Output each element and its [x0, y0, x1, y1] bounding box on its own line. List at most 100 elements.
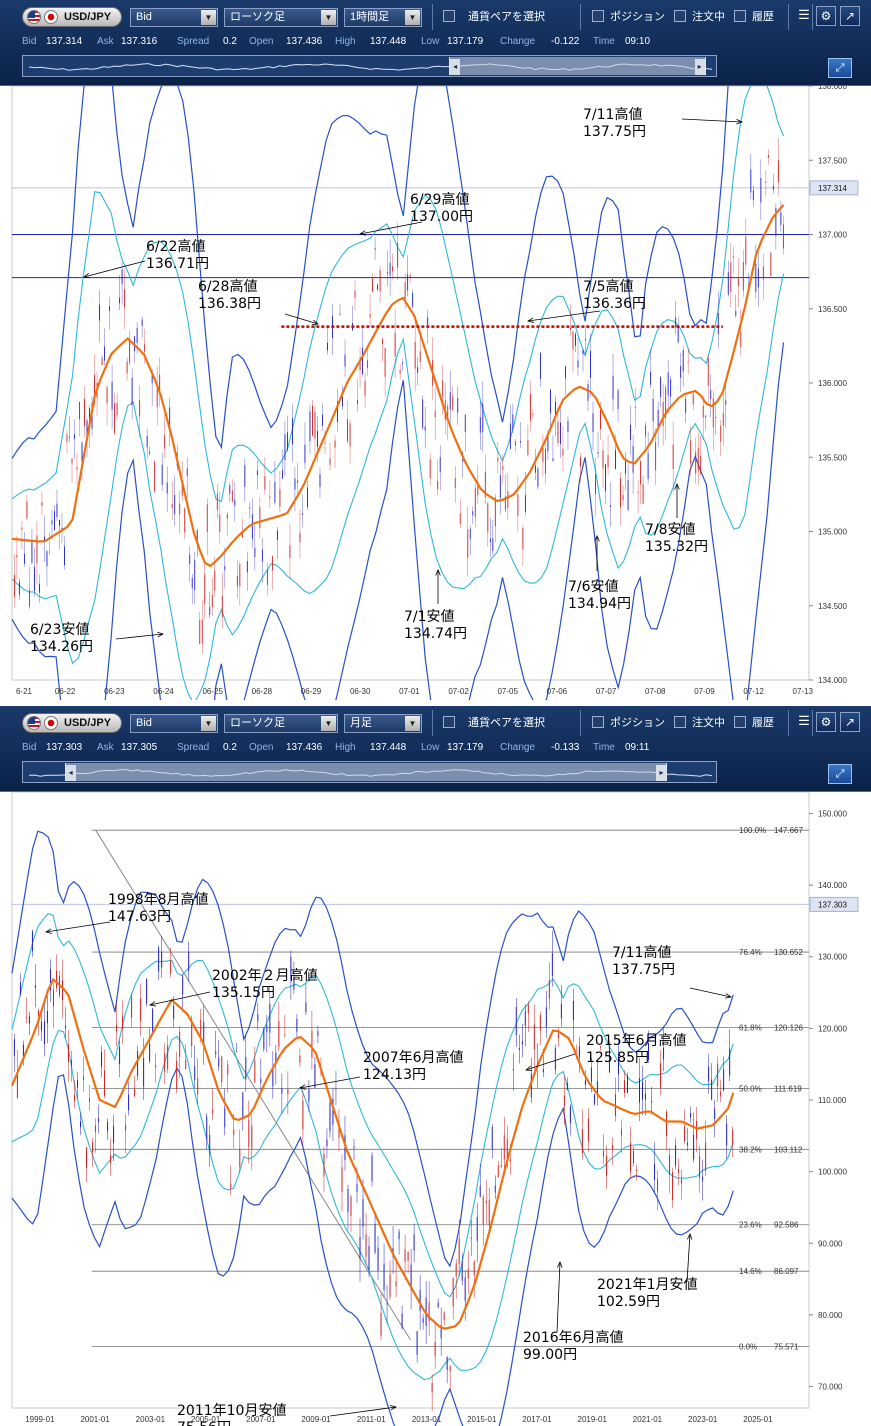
fibonacci-value: 111.619: [774, 1084, 802, 1093]
orders-checkbox[interactable]: [674, 716, 686, 728]
candle-body: [642, 484, 644, 504]
time-navigator[interactable]: ◂ ▸: [22, 761, 717, 783]
annotation-arrow: [527, 310, 601, 322]
history-checkbox[interactable]: [734, 716, 746, 728]
candle-body: [79, 401, 80, 420]
fibonacci-value: 86.097: [774, 1267, 799, 1276]
candle-body: [617, 389, 619, 409]
candle-body: [717, 312, 719, 335]
candle-body: [404, 1249, 406, 1262]
candle-body: [687, 1142, 689, 1146]
candle-body: [344, 354, 346, 367]
position-checkbox[interactable]: [592, 10, 604, 22]
hourly-candlestick-chart[interactable]: 137.314 138.000 137.500 137.000 136.500 136.…: [0, 86, 871, 700]
candle-body: [424, 426, 426, 431]
expand-icon[interactable]: ⤢: [828, 58, 852, 78]
change-label: Change: [500, 36, 536, 47]
position-checkbox[interactable]: [592, 716, 604, 728]
price-type-dropdown[interactable]: Bid ▼: [130, 8, 218, 27]
popout-arrow-icon[interactable]: ↗: [840, 712, 860, 732]
chevron-right-icon[interactable]: ▸: [656, 765, 667, 781]
candle-body: [590, 1067, 592, 1082]
popout-arrow-icon[interactable]: ↗: [840, 6, 860, 26]
expand-icon[interactable]: ⤢: [828, 764, 852, 784]
candle-body: [302, 1100, 304, 1130]
candle-body: [25, 1016, 27, 1018]
candle-body: [577, 360, 579, 368]
annotation-label: 2002年２月高値: [212, 967, 318, 984]
chart-type-dropdown[interactable]: ローソク足 ▼: [224, 8, 338, 27]
candle-body: [464, 414, 466, 432]
candle-body: [137, 1051, 139, 1077]
orders-checkbox[interactable]: [674, 10, 686, 22]
candle-body: [500, 1165, 502, 1167]
candle-body: [723, 1069, 725, 1091]
candle-body: [264, 475, 266, 490]
monthly-candlestick-chart[interactable]: 100.0% 147.667 76.4% 130.652 61.8% 120.126 50.…: [0, 792, 871, 1426]
history-checkbox[interactable]: [734, 10, 746, 22]
currency-pair-badge[interactable]: USD/JPY: [22, 713, 122, 733]
candle-body: [260, 1078, 262, 1083]
candle-body: [92, 1142, 94, 1152]
arrow-head-icon: [435, 568, 441, 576]
divider: [580, 4, 581, 30]
annotation-price: 137.75円: [583, 124, 646, 140]
time-navigator[interactable]: ◂ ▸: [22, 55, 717, 77]
candle-body: [699, 1156, 701, 1179]
chevron-right-icon[interactable]: ▸: [694, 59, 705, 75]
pair-select-checkbox[interactable]: [443, 10, 455, 22]
x-tick-label: 07-12: [743, 687, 764, 696]
navigator-window[interactable]: ◂ ▸: [449, 57, 706, 75]
candle-body: [214, 570, 216, 591]
fibonacci-value: 130.652: [774, 948, 803, 957]
chevron-left-icon[interactable]: ◂: [450, 59, 461, 75]
candle-body: [197, 1078, 199, 1095]
candle-body: [449, 1366, 451, 1372]
candle-body: [311, 1030, 313, 1058]
x-tick-label: 2015-01: [467, 1415, 497, 1424]
candle-body: [122, 1015, 124, 1030]
bid-label: Bid: [22, 36, 37, 47]
timeframe-dropdown[interactable]: 1時間足 ▼: [344, 8, 422, 27]
candle-body: [13, 575, 15, 597]
candle-body: [281, 470, 283, 479]
change-value: -0.133: [551, 742, 580, 753]
high-value: 137.448: [370, 742, 407, 753]
candle-body: [382, 338, 384, 344]
gear-icon[interactable]: ⚙: [816, 6, 836, 26]
candle-body: [702, 1176, 704, 1181]
candle-body: [615, 449, 617, 470]
low-value: 137.179: [447, 36, 484, 47]
chart-type-dropdown[interactable]: ローソク足 ▼: [224, 714, 338, 733]
pair-select-checkbox[interactable]: [443, 716, 455, 728]
candle-body: [104, 1070, 106, 1097]
currency-pair-badge[interactable]: USD/JPY: [22, 7, 122, 27]
navigator-window[interactable]: ◂ ▸: [64, 763, 668, 781]
divider: [812, 710, 813, 736]
candle-body: [585, 339, 586, 341]
candle-body: [708, 1066, 710, 1081]
candle-body: [750, 169, 752, 193]
candle-body: [578, 1046, 580, 1058]
candle-body: [227, 1064, 229, 1075]
ask-label: Ask: [97, 36, 114, 47]
menu-icon[interactable]: ☰: [798, 7, 810, 22]
candle-body: [524, 495, 526, 512]
candle-body: [685, 398, 687, 413]
arrow-head-icon: [390, 1405, 398, 1411]
timeframe-dropdown[interactable]: 月足 ▼: [344, 714, 422, 733]
candle-body: [201, 619, 203, 644]
candle-body: [54, 511, 55, 531]
chevron-left-icon[interactable]: ◂: [65, 765, 76, 781]
x-tick-label: 2011-01: [357, 1415, 386, 1424]
price-type-dropdown[interactable]: Bid ▼: [130, 714, 218, 733]
candle-body: [364, 381, 366, 396]
chevron-down-icon: ▼: [321, 10, 336, 25]
candle-body: [236, 575, 238, 587]
candle-body: [397, 242, 399, 268]
candle-body: [544, 448, 546, 474]
menu-icon[interactable]: ☰: [798, 713, 810, 728]
gear-icon[interactable]: ⚙: [816, 712, 836, 732]
candle-body: [374, 1223, 376, 1253]
candle-body: [335, 1088, 337, 1090]
